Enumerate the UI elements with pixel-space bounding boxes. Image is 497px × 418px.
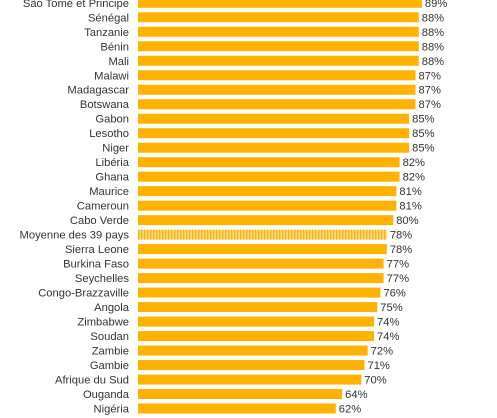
category-label: Libéria — [95, 157, 129, 169]
category-label: Cameroun — [77, 201, 129, 213]
category-label: Malawi — [94, 70, 129, 82]
value-label: 75% — [380, 302, 402, 314]
bar — [138, 389, 343, 400]
category-label: São Tomé et Principe — [23, 0, 129, 10]
category-label: Nigéria — [94, 404, 130, 416]
value-label: 71% — [367, 360, 389, 372]
category-label: Burkina Faso — [63, 259, 129, 271]
bar — [138, 157, 400, 168]
bar — [138, 200, 397, 211]
value-label: 62% — [339, 404, 361, 416]
bar — [138, 70, 416, 81]
bar — [138, 360, 365, 371]
category-label: Ghana — [95, 172, 129, 184]
category-label: Zambie — [92, 346, 129, 358]
category-label: Cabo Verde — [70, 215, 129, 227]
category-label: Sierra Leone — [65, 244, 129, 256]
category-label: Angola — [94, 302, 130, 314]
bar — [138, 258, 384, 269]
bar — [138, 12, 419, 23]
category-label: Seychelles — [75, 273, 130, 285]
value-label: 82% — [403, 157, 425, 169]
bars-group: São Tomé et Principe 89% Sénégal 88% Tanzani… — [20, 0, 447, 416]
value-label: 64% — [345, 389, 367, 401]
bar — [138, 331, 375, 342]
category-label: Gambie — [90, 360, 129, 372]
value-label: 87% — [419, 99, 441, 111]
category-label: Afrique du Sud — [55, 375, 129, 387]
value-label: 85% — [412, 114, 434, 126]
bar — [138, 26, 419, 37]
bar — [138, 345, 368, 356]
value-label: 80% — [396, 215, 418, 227]
bar — [138, 113, 410, 124]
category-label: Bénin — [100, 41, 129, 53]
category-label: Gabon — [95, 114, 129, 126]
bar — [138, 302, 378, 313]
value-label: 78% — [390, 230, 412, 242]
value-label: 74% — [377, 331, 399, 343]
bar — [138, 316, 375, 327]
bar — [138, 55, 419, 66]
category-label: Moyenne des 39 pays — [20, 230, 130, 242]
value-label: 82% — [403, 172, 425, 184]
value-label: 81% — [399, 186, 421, 198]
value-label: 85% — [412, 128, 434, 140]
category-label: Ouganda — [83, 389, 130, 401]
bar — [138, 142, 410, 153]
category-label: Tanzanie — [84, 27, 129, 39]
category-label: Lesotho — [89, 128, 129, 140]
value-label: 78% — [390, 244, 412, 256]
value-label: 81% — [399, 201, 421, 213]
value-label: 88% — [422, 41, 444, 53]
category-label: Maurice — [89, 186, 129, 198]
bar — [138, 273, 384, 284]
bar — [138, 403, 336, 414]
value-label: 72% — [371, 346, 393, 358]
category-label: Niger — [102, 143, 129, 155]
value-label: 87% — [419, 85, 441, 97]
category-label: Soudan — [90, 331, 129, 343]
category-label: Zimbabwe — [77, 317, 129, 329]
value-label: 88% — [422, 56, 444, 68]
category-label: Botswana — [80, 99, 130, 111]
category-label: Congo-Brazzaville — [38, 288, 129, 300]
value-label: 70% — [364, 375, 386, 387]
average-bar — [138, 229, 387, 240]
bar — [138, 374, 362, 385]
value-label: 88% — [422, 27, 444, 39]
category-label: Madagascar — [67, 85, 129, 97]
value-label: 77% — [387, 259, 409, 271]
bar — [138, 84, 416, 95]
value-label: 88% — [422, 12, 444, 24]
bar — [138, 215, 394, 226]
value-label: 87% — [419, 70, 441, 82]
bar — [138, 287, 381, 298]
value-label: 89% — [425, 0, 447, 10]
category-label: Mali — [108, 56, 129, 68]
bar — [138, 99, 416, 110]
bar — [138, 244, 387, 255]
value-label: 74% — [377, 317, 399, 329]
category-label: Sénégal — [88, 12, 129, 24]
bar — [138, 186, 397, 197]
value-label: 76% — [383, 288, 405, 300]
value-label: 77% — [387, 273, 409, 285]
bar — [138, 128, 410, 139]
value-label: 85% — [412, 143, 434, 155]
bar — [138, 171, 400, 182]
bar — [138, 41, 419, 52]
bar — [138, 0, 422, 8]
